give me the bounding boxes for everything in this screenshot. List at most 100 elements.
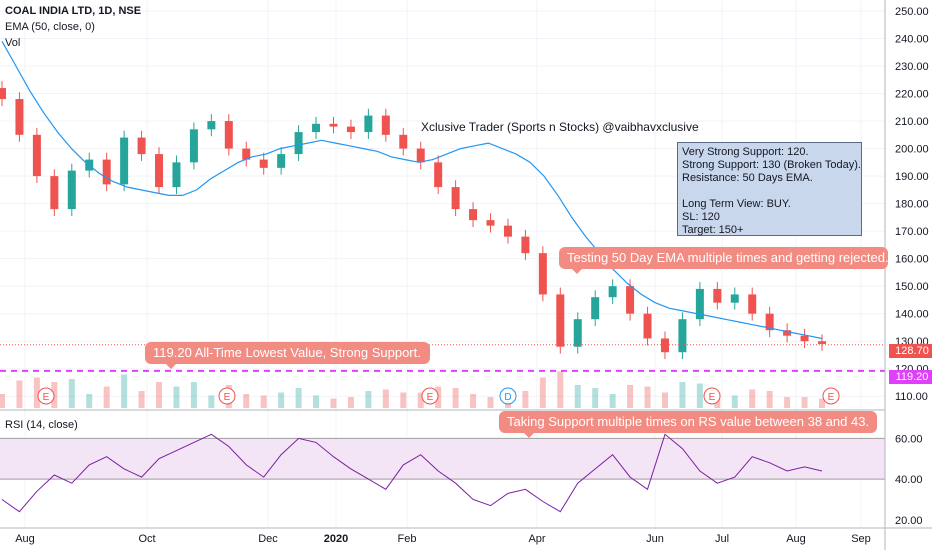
candle-body — [626, 286, 635, 314]
note-line: Strong Support: 130 (Broken Today). — [682, 159, 861, 171]
volume-bar — [156, 382, 163, 408]
low-callout[interactable]: 119.20 All-Time Lowest Value, Strong Sup… — [145, 342, 430, 369]
ema-callout[interactable]: Testing 50 Day EMA multiple times and ge… — [559, 247, 889, 274]
candle-body — [155, 154, 164, 188]
price-tick-label: 210.00 — [895, 116, 929, 128]
candle-body — [0, 88, 6, 100]
candle-body — [713, 288, 722, 303]
candlesticks — [0, 81, 826, 360]
candle-body — [818, 341, 826, 344]
volume-bar — [487, 397, 494, 408]
volume-bar — [679, 382, 686, 408]
candle-body — [608, 286, 617, 298]
volume-bar — [260, 395, 267, 408]
volume-bar — [103, 386, 110, 408]
volume-bar — [766, 391, 773, 408]
ema-line — [1, 41, 823, 340]
note-line — [682, 185, 857, 198]
symbol-title: COAL INDIA LTD, 1D, NSE — [5, 5, 142, 17]
candle-body — [259, 159, 268, 168]
candle-body — [573, 319, 582, 347]
last-price-tag: 128.70 — [889, 344, 932, 358]
volume-bar — [609, 394, 616, 408]
event-marker-label: D — [504, 392, 511, 403]
time-tick-label: Jul — [715, 533, 729, 545]
candle-body — [277, 154, 286, 168]
volume-bar — [784, 397, 791, 408]
candle-body — [748, 294, 757, 314]
event-marker-label: E — [828, 392, 835, 403]
volume-bar — [173, 386, 180, 408]
price-tick-label: 250.00 — [895, 6, 929, 18]
candle-body — [381, 115, 390, 135]
volume-bar — [33, 377, 40, 408]
volume-bar — [138, 391, 145, 408]
volume-bar — [574, 385, 581, 408]
time-tick-label: Sep — [851, 533, 871, 545]
ema-legend[interactable]: EMA (50, close, 0) — [5, 21, 95, 33]
time-tick-label: Aug — [15, 533, 35, 545]
volume-bar — [382, 389, 389, 408]
rsi-band — [0, 437, 885, 480]
volume-bar — [86, 394, 93, 408]
volume-bar — [313, 395, 320, 408]
candle-body — [486, 220, 495, 226]
candle-body — [364, 115, 373, 133]
event-marker-icon — [37, 387, 55, 405]
candle-body — [451, 187, 460, 210]
volume-bar — [278, 392, 285, 408]
note-line: Long Term View: BUY. — [682, 198, 791, 210]
price-tick-label: 160.00 — [895, 254, 929, 266]
candle-body — [207, 121, 216, 130]
rsi-callout[interactable]: Taking Support multiple times on RS valu… — [499, 411, 877, 438]
candle-body — [399, 134, 408, 149]
notes-box[interactable]: Very Strong Support: 120. Strong Support… — [677, 142, 862, 236]
volume-bar — [0, 394, 5, 408]
candle-body — [591, 297, 600, 320]
candle-body — [120, 137, 129, 185]
price-tick-label: 140.00 — [895, 309, 929, 321]
note-line: Resistance: 50 Days EMA. — [682, 172, 813, 184]
volume-bar — [121, 374, 128, 408]
volume-bar — [661, 392, 668, 408]
price-tick-label: 170.00 — [895, 226, 929, 238]
candle-body — [469, 209, 478, 221]
rsi-line — [1, 433, 823, 513]
price-tick-label: 200.00 — [895, 144, 929, 156]
candle-body — [503, 225, 512, 237]
candle-body — [416, 148, 425, 163]
candle-body — [346, 126, 355, 133]
volume-legend[interactable]: Vol — [5, 37, 21, 49]
price-tick-label: 150.00 — [895, 281, 929, 293]
candle-body — [50, 176, 59, 210]
candle-body — [695, 288, 704, 320]
volume-bar — [68, 379, 75, 408]
event-marker-label: E — [224, 392, 231, 403]
volume-bar — [539, 377, 546, 408]
candle-body — [172, 162, 181, 188]
rsi-legend[interactable]: RSI (14, close) — [5, 419, 78, 431]
watermark-text: Xclusive Trader (Sports n Stocks) @vaibh… — [421, 120, 699, 134]
time-tick-label: Apr — [528, 533, 545, 545]
price-axis-labels: 110.00120.00130.00140.00150.00160.00170.… — [895, 6, 929, 403]
candle-body — [329, 123, 338, 127]
volume-bar — [557, 371, 564, 408]
time-axis-labels: Aug Oct Dec 2020 Feb Apr Jun Jul Aug Sep — [15, 533, 871, 545]
volume-bar — [470, 394, 477, 408]
candle-body — [67, 170, 76, 210]
volume-bar — [731, 395, 738, 408]
volume-bar — [208, 395, 215, 408]
volume-bar — [330, 398, 337, 408]
candle-body — [643, 313, 652, 339]
volume-bar — [749, 389, 756, 408]
event-marker-icon — [703, 387, 721, 405]
event-marker-label: E — [43, 392, 50, 403]
candle-body — [294, 132, 303, 155]
event-marker-icon — [421, 387, 439, 405]
event-marker-icon — [499, 387, 517, 405]
candle-body — [32, 134, 41, 177]
volume-bar — [347, 397, 354, 408]
candle-body — [434, 162, 443, 188]
